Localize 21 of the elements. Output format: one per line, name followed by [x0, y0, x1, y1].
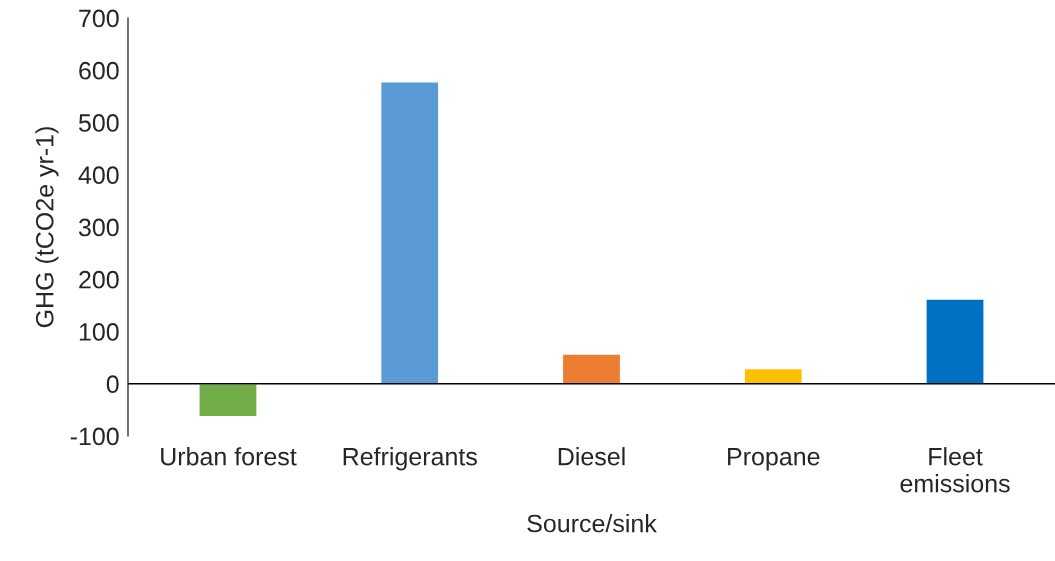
bar — [379, 81, 440, 385]
x-tick-label: Propane — [728, 448, 820, 471]
x-tick-label: Refrigerants — [343, 447, 477, 471]
y-tick-label: -100 — [70, 427, 119, 446]
bar — [198, 383, 258, 418]
x-tick-label: Diesel — [558, 447, 625, 466]
bar — [925, 298, 985, 385]
x-tick-label: Urban forest — [161, 447, 297, 466]
y-tick-label: 300 — [78, 218, 119, 237]
y-tick-label: 100 — [79, 323, 119, 341]
y-tick-label: 200 — [79, 270, 119, 289]
x-axis-title: Source/sink — [527, 514, 657, 533]
y-tick-label: 600 — [79, 61, 119, 80]
x-tick-label: Fleet emissions — [900, 447, 1010, 493]
y-tick-label: 0 — [106, 375, 119, 394]
y-tick-label: 500 — [78, 114, 119, 132]
bar — [743, 367, 804, 385]
y-tick-label: 400 — [78, 166, 119, 185]
bar — [561, 353, 622, 385]
y-axis-title: GHG (tCO2e yr-1) — [35, 127, 59, 328]
y-tick-label: 700 — [79, 9, 119, 28]
